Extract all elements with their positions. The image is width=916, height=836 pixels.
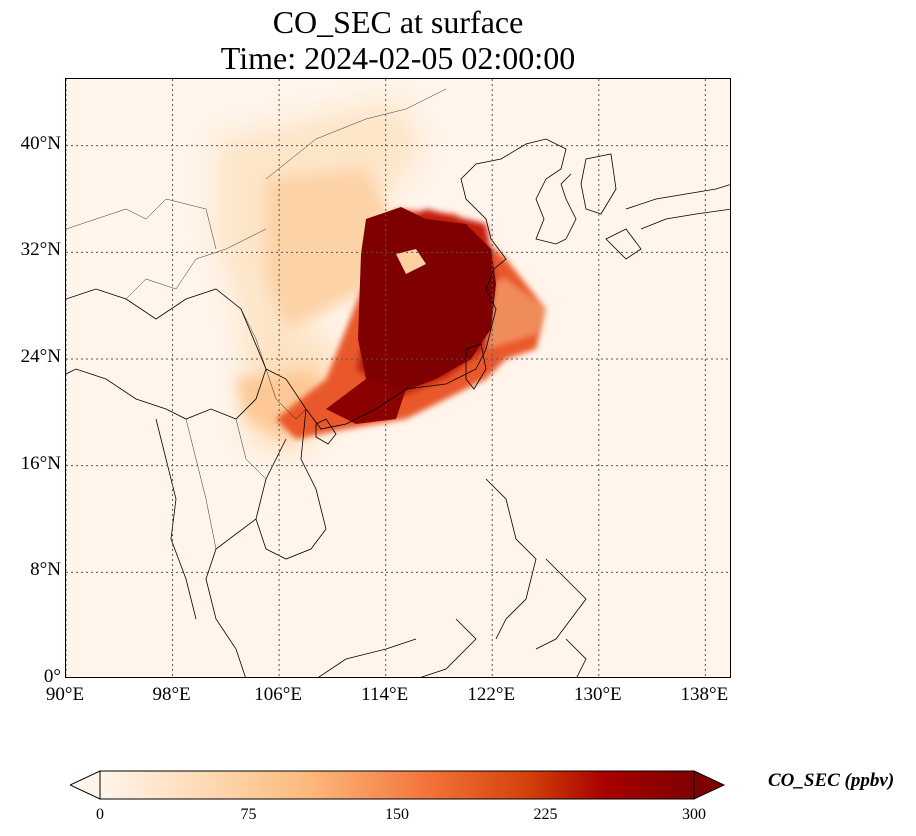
country-borders [66,88,447,550]
lat-tick-label: 8°N [30,559,61,581]
plot-title: CO_SEC at surface [272,4,524,40]
colorbar-tick-label: 0 [96,806,104,823]
lon-tick-label: 98°E [152,684,191,705]
lat-tick-label: 24°N [20,346,61,367]
colorbar-svg [68,770,726,800]
plot-time: Time: 2024-02-05 02:00:00 [220,40,576,76]
gridlines [66,79,730,677]
colorbar-extend-max [693,770,726,800]
colorbar-tick-label: 75 [240,806,257,823]
colorbar-tick-label: 150 [385,806,409,823]
map-svg [66,79,730,677]
colorbar-tick-label: 300 [682,806,706,823]
lat-tick-label: 16°N [20,452,61,474]
lon-tick-label: 122°E [467,684,516,705]
map-panel [65,78,731,678]
lon-tick-label: 90°E [45,684,85,705]
lon-tick-label: 106°E [254,684,302,705]
lat-tick-label: 32°N [20,239,61,261]
colorbar-label: CO_SEC (ppbv) [768,770,895,791]
colorbar-tick-label: 225 [533,806,558,823]
field-core-plume [326,207,496,424]
lon-tick-label: 130°E [573,684,622,705]
colorbar-extend-min [68,770,101,800]
colorbar [68,770,726,800]
coastlines [66,138,730,677]
lon-tick-label: 138°E [680,684,729,705]
lat-tick-label: 0° [43,666,61,687]
colorbar-gradient [99,770,695,800]
lon-tick-label: 114°E [361,684,409,705]
lat-tick-label: 40°N [20,132,61,154]
